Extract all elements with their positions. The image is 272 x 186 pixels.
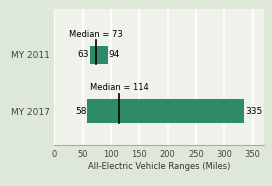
Text: 94: 94 [109, 50, 120, 59]
X-axis label: All-Electric Vehicle Ranges (Miles): All-Electric Vehicle Ranges (Miles) [88, 162, 230, 171]
Text: Median = 114: Median = 114 [89, 84, 148, 92]
Text: 63: 63 [78, 50, 89, 59]
Bar [87, 99, 244, 123]
Text: Median = 73: Median = 73 [69, 30, 123, 39]
Text: 335: 335 [245, 107, 262, 116]
Text: 58: 58 [75, 107, 86, 116]
Bar [90, 46, 108, 64]
